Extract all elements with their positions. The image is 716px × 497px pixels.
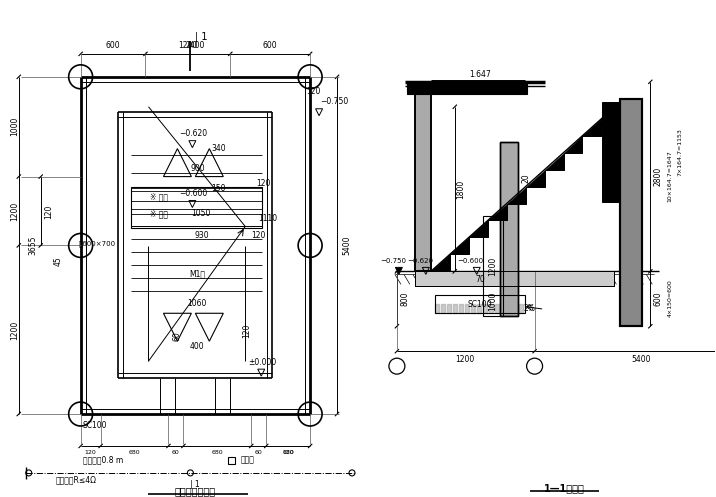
Polygon shape [469, 221, 488, 238]
Text: 2800: 2800 [654, 167, 663, 186]
Text: 5400: 5400 [632, 355, 651, 364]
Polygon shape [526, 169, 545, 186]
Text: 1050: 1050 [192, 209, 211, 218]
Text: 1200: 1200 [178, 41, 197, 50]
Text: −0.620: −0.620 [407, 258, 433, 264]
Bar [407, 82, 526, 94]
Polygon shape [450, 238, 469, 254]
Text: 3655: 3655 [28, 236, 37, 255]
Text: 1800: 1800 [456, 180, 465, 199]
Bar [228, 457, 236, 464]
Text: 5400: 5400 [342, 236, 352, 255]
Text: 1200: 1200 [455, 355, 475, 364]
Text: 340: 340 [211, 144, 226, 153]
Text: M1改: M1改 [189, 269, 205, 278]
Polygon shape [395, 267, 402, 274]
Text: 1200: 1200 [10, 321, 19, 340]
Text: ※ 接间: ※ 接间 [150, 209, 168, 218]
Text: 接地电阻R≤4Ω: 接地电阻R≤4Ω [56, 476, 97, 485]
Text: 室外埋深0.8 m: 室外埋深0.8 m [82, 455, 123, 464]
Polygon shape [563, 136, 583, 153]
Bar [602, 152, 620, 176]
Text: 坑600×700: 坑600×700 [79, 240, 116, 247]
Bar [602, 127, 620, 152]
Text: 10×164.7=1647: 10×164.7=1647 [668, 151, 673, 202]
Bar [620, 99, 642, 326]
Polygon shape [583, 119, 601, 136]
Bar [602, 176, 620, 201]
Text: 1000: 1000 [488, 292, 497, 311]
Text: 120: 120 [282, 450, 294, 455]
Bar [500, 142, 518, 316]
Text: | 1: | 1 [195, 32, 208, 42]
Text: 楼梯首层平面图: 楼梯首层平面图 [175, 486, 216, 496]
Bar [415, 271, 614, 286]
Text: 60: 60 [255, 450, 263, 455]
Text: 120: 120 [256, 179, 271, 188]
Text: 120: 120 [84, 450, 97, 455]
Text: 毛孔井: 毛孔井 [241, 455, 254, 464]
Text: 60: 60 [173, 331, 182, 341]
Text: 600: 600 [654, 291, 663, 306]
Text: 1000: 1000 [10, 117, 19, 136]
Bar [415, 271, 614, 286]
Text: 680: 680 [211, 450, 223, 455]
Bar [483, 217, 503, 316]
Text: −0.750: −0.750 [380, 258, 406, 264]
Text: 2400: 2400 [185, 41, 205, 50]
Bar [500, 142, 518, 316]
Text: 60: 60 [172, 450, 180, 455]
Text: 2%: 2% [523, 304, 536, 313]
Text: 45: 45 [53, 256, 62, 266]
Bar [435, 295, 525, 313]
Text: 1060: 1060 [188, 299, 207, 308]
Text: −0.620: −0.620 [179, 129, 208, 138]
Text: 1110: 1110 [258, 214, 278, 223]
Bar [415, 92, 431, 271]
Text: 680: 680 [129, 450, 140, 455]
Text: 600: 600 [263, 41, 278, 50]
Text: 20: 20 [521, 174, 530, 183]
Text: 680: 680 [282, 450, 294, 455]
Text: ±0.000: ±0.000 [248, 358, 276, 367]
Text: 70: 70 [475, 275, 485, 284]
Bar [415, 92, 431, 271]
Text: SC100: SC100 [468, 300, 492, 309]
Text: −0.750: −0.750 [320, 97, 349, 106]
Text: 1200: 1200 [10, 202, 19, 221]
Polygon shape [601, 102, 620, 119]
Text: ※ 接柜: ※ 接柜 [150, 192, 168, 201]
Text: 120: 120 [251, 231, 266, 240]
Bar [620, 99, 642, 326]
Text: 4×150=600: 4×150=600 [668, 279, 673, 317]
Text: 1—1剖面图: 1—1剖面图 [544, 483, 585, 493]
Text: 7×164.7=1153: 7×164.7=1153 [678, 128, 683, 175]
Text: 800: 800 [400, 291, 410, 306]
Text: 400: 400 [190, 342, 205, 351]
Polygon shape [507, 186, 526, 204]
Bar [130, 186, 262, 229]
Text: 900: 900 [190, 164, 205, 173]
Text: | 1: | 1 [190, 481, 200, 490]
Text: 1.647: 1.647 [469, 71, 490, 80]
Text: 150: 150 [211, 184, 226, 193]
Text: −0.600: −0.600 [179, 189, 208, 198]
Text: 1200: 1200 [488, 257, 497, 276]
Text: 120: 120 [44, 204, 53, 219]
Bar [602, 102, 620, 127]
Polygon shape [545, 153, 563, 169]
Text: 120: 120 [242, 324, 251, 338]
Text: −0.600: −0.600 [458, 258, 484, 264]
Text: 120: 120 [306, 87, 320, 96]
Polygon shape [431, 254, 450, 271]
Text: 600: 600 [105, 41, 120, 50]
Text: 930: 930 [194, 231, 208, 240]
Polygon shape [488, 204, 507, 221]
Text: SC100: SC100 [82, 420, 107, 429]
